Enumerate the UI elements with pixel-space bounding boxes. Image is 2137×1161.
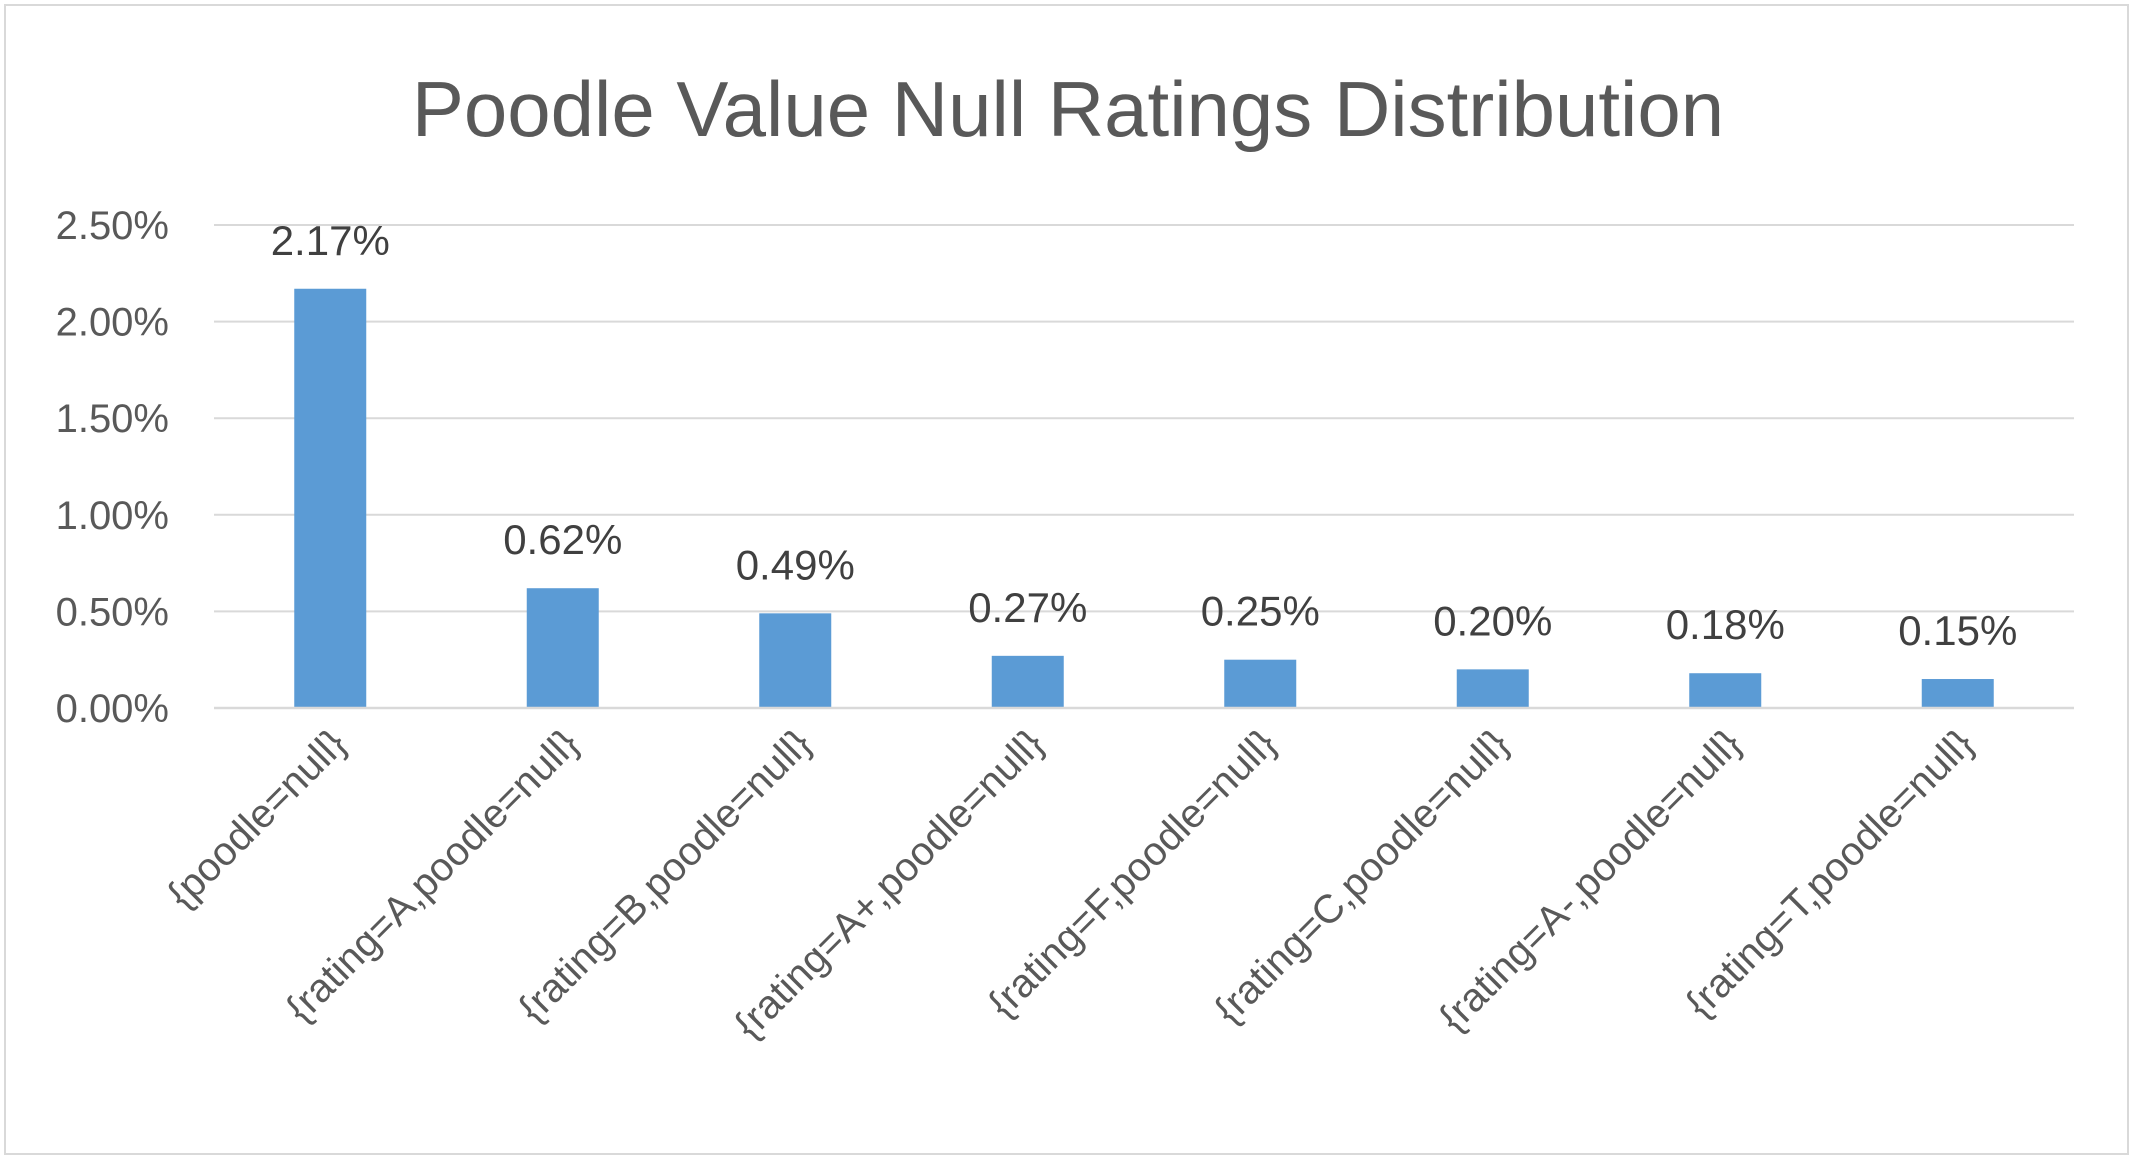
y-tick-label: 2.50% xyxy=(56,204,169,248)
chart-frame: Poodle Value Null Ratings Distribution 0… xyxy=(4,4,2129,1155)
bar xyxy=(991,655,1064,708)
data-labels: 2.17% 0.62% 0.49% 0.27% 0.25% 0.20% 0.18% 0.15% xyxy=(271,217,2018,654)
data-label: 0.49% xyxy=(736,541,855,588)
data-label: 2.17% xyxy=(271,217,390,264)
category-label: {poodle=null} xyxy=(159,721,354,916)
bar xyxy=(1224,659,1297,708)
data-label: 0.27% xyxy=(968,584,1087,631)
data-label: 0.15% xyxy=(1898,607,2017,654)
gridlines xyxy=(214,224,2074,613)
bar-chart: Poodle Value Null Ratings Distribution 0… xyxy=(56,65,2074,1047)
y-tick-label: 0.00% xyxy=(56,687,169,731)
bar xyxy=(1921,679,1994,708)
x-axis-category-labels: {poodle=null}{rating=A,poodle=null}{rati… xyxy=(159,721,1982,1047)
data-label: 0.25% xyxy=(1201,588,1320,635)
y-tick-label: 0.50% xyxy=(56,590,169,634)
bars xyxy=(294,288,1994,708)
bar xyxy=(759,613,832,708)
y-axis-tick-labels: 0.00% 0.50% 1.00% 1.50% 2.00% 2.50% xyxy=(56,204,169,731)
bar xyxy=(526,588,599,708)
data-label: 0.20% xyxy=(1433,597,1552,644)
y-tick-label: 2.00% xyxy=(56,301,169,345)
bar xyxy=(1456,669,1529,708)
bar xyxy=(294,288,367,708)
y-tick-label: 1.00% xyxy=(56,494,169,538)
bar xyxy=(1689,673,1762,708)
y-tick-label: 1.50% xyxy=(56,397,169,441)
data-label: 0.62% xyxy=(503,516,622,563)
data-label: 0.18% xyxy=(1666,601,1785,648)
chart-title: Poodle Value Null Ratings Distribution xyxy=(412,65,1724,153)
